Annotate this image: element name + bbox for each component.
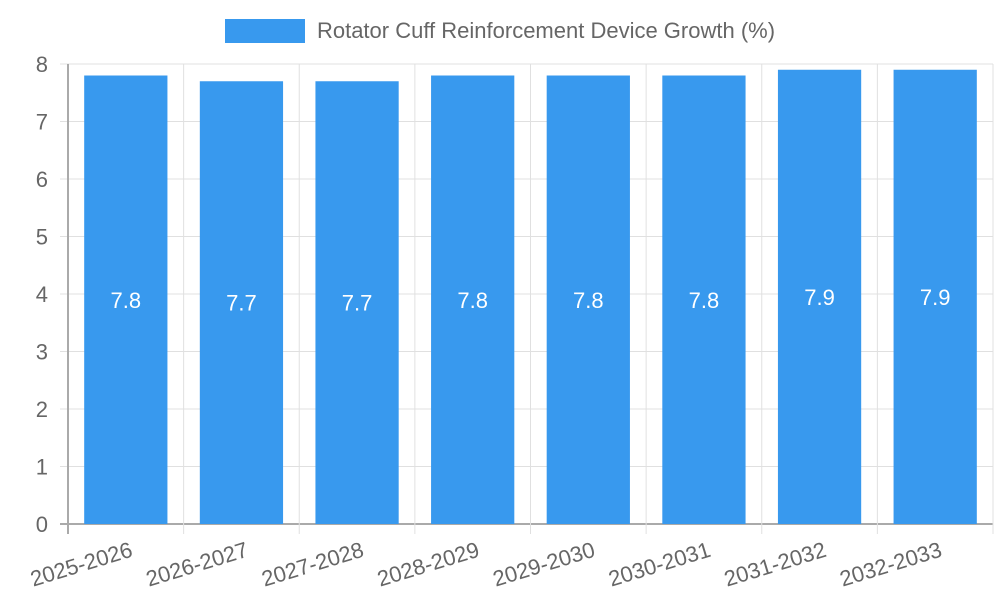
y-tick-label: 5 [36, 225, 48, 250]
x-tick-label: 2031-2032 [721, 537, 829, 592]
bar-2030-2031[interactable] [662, 75, 746, 525]
bar-value-label: 7.7 [342, 291, 373, 316]
legend-label: Rotator Cuff Reinforcement Device Growth… [316, 18, 776, 43]
y-tick-label: 8 [36, 52, 48, 77]
y-tick-label: 2 [36, 397, 48, 422]
x-tick-label: 2028-2029 [374, 537, 482, 592]
y-tick-label: 0 [36, 512, 48, 537]
x-tick-label: 2029-2030 [490, 537, 598, 592]
bar-value-label: 7.8 [111, 288, 142, 313]
chart-legend: Rotator Cuff Reinforcement Device Growth… [0, 18, 1000, 44]
y-tick-label: 6 [36, 167, 48, 192]
bar-value-label: 7.9 [920, 285, 951, 310]
y-tick-label: 1 [36, 455, 48, 480]
bar-value-label: 7.7 [226, 291, 257, 316]
bar-2025-2026[interactable] [84, 75, 168, 525]
y-tick-label: 4 [36, 282, 48, 307]
bar-2028-2029[interactable] [431, 75, 515, 525]
y-tick-label: 7 [36, 110, 48, 135]
bar-value-label: 7.8 [573, 288, 604, 313]
bar-2027-2028[interactable] [315, 81, 399, 524]
bar-2032-2033[interactable] [893, 69, 977, 524]
bar-2026-2027[interactable] [199, 81, 284, 524]
x-tick-label: 2025-2026 [27, 537, 135, 592]
x-tick-label: 2030-2031 [605, 537, 713, 592]
y-tick-label: 3 [36, 340, 48, 365]
x-tick-label: 2032-2033 [837, 537, 945, 592]
bar-2029-2030[interactable] [546, 75, 630, 525]
legend-swatch[interactable] [224, 19, 305, 43]
bar-value-label: 7.8 [689, 288, 720, 313]
bar-value-label: 7.9 [804, 285, 835, 310]
x-tick-label: 2027-2028 [259, 537, 367, 592]
bar-2031-2032[interactable] [777, 69, 862, 524]
bar-value-label: 7.8 [457, 288, 488, 313]
x-tick-label: 2026-2027 [143, 537, 251, 592]
